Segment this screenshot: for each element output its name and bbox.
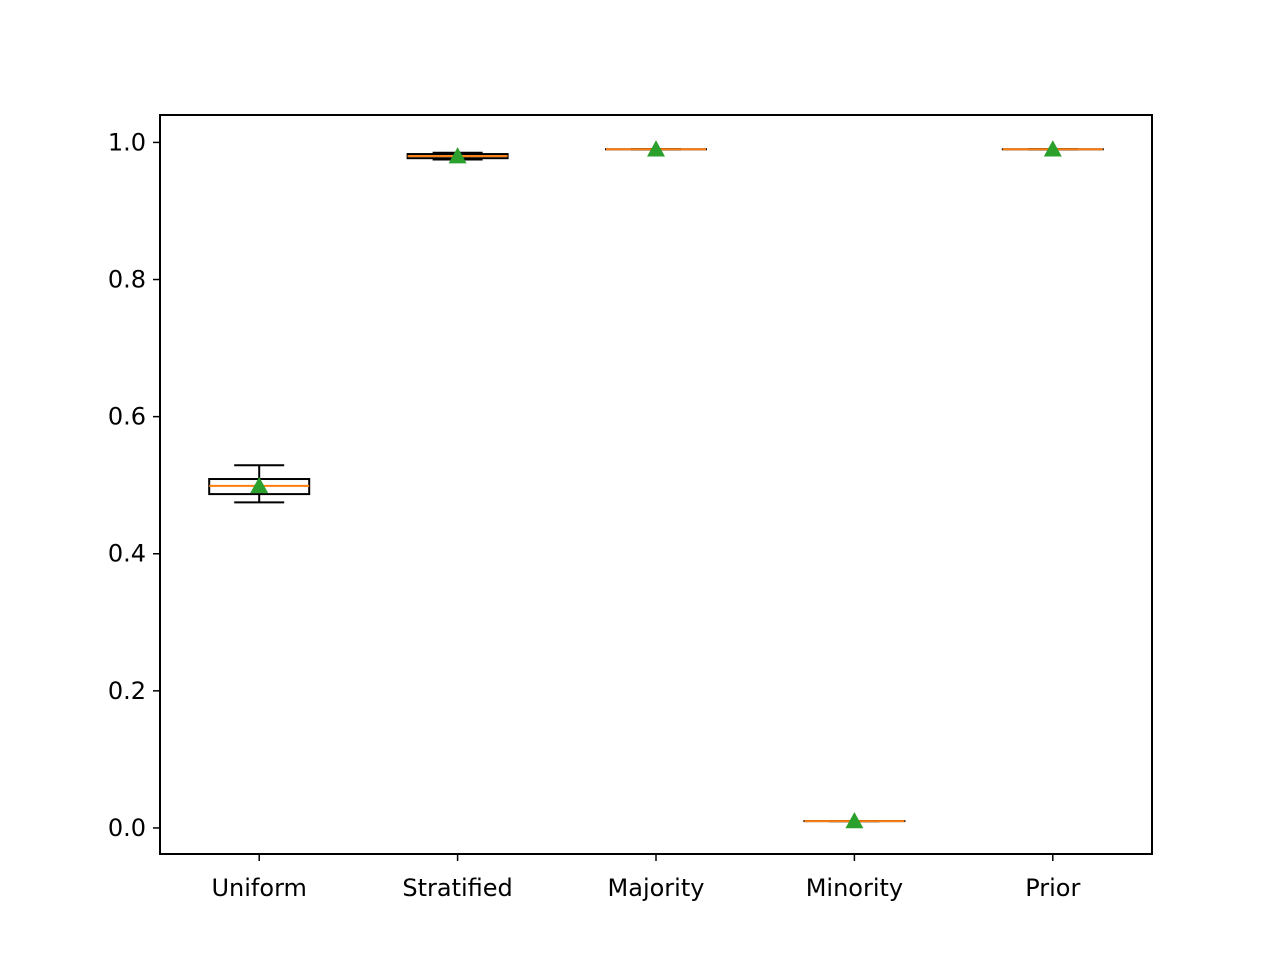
y-tick-label: 0.6 bbox=[108, 403, 146, 431]
x-tick-label: Uniform bbox=[211, 874, 306, 902]
x-tick-label: Minority bbox=[806, 874, 903, 902]
x-tick-label: Stratified bbox=[402, 874, 512, 902]
y-tick-label: 1.0 bbox=[108, 128, 146, 156]
x-tick-label: Majority bbox=[608, 874, 705, 902]
y-tick-label: 0.2 bbox=[108, 677, 146, 705]
y-tick-label: 0.4 bbox=[108, 540, 146, 568]
y-tick-label: 0.8 bbox=[108, 266, 146, 294]
x-tick-label: Prior bbox=[1025, 874, 1080, 902]
y-tick-label: 0.0 bbox=[108, 814, 146, 842]
